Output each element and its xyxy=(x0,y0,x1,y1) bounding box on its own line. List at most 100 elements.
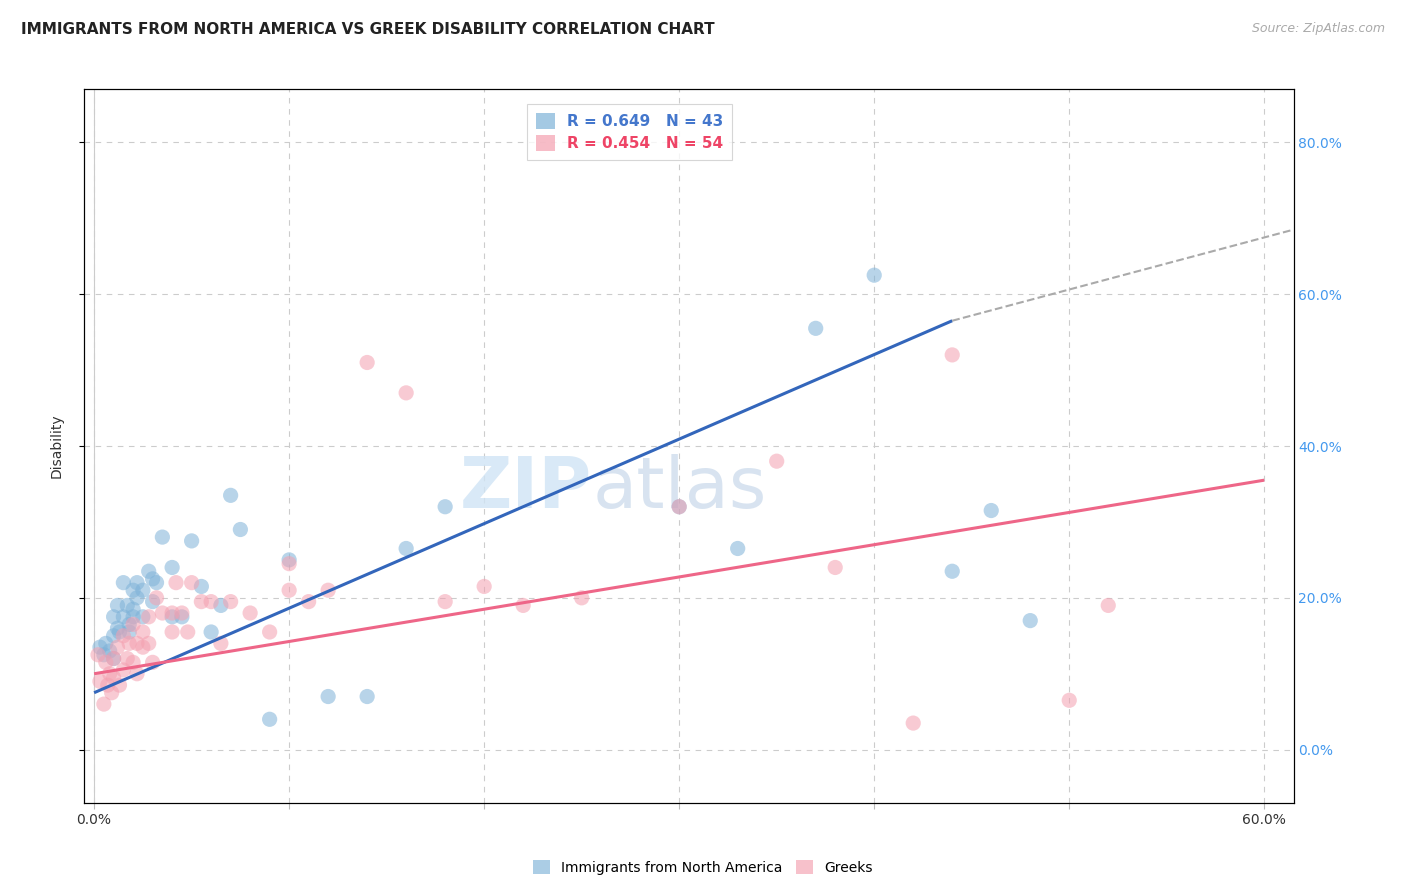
Point xyxy=(118,625,141,640)
Point xyxy=(727,541,749,556)
Point xyxy=(395,541,418,556)
Point xyxy=(122,609,145,624)
Point xyxy=(103,609,125,624)
Point xyxy=(980,503,1002,517)
Point xyxy=(200,625,222,640)
Point xyxy=(145,591,167,605)
Point xyxy=(122,583,145,598)
Point xyxy=(209,636,232,650)
Point xyxy=(89,640,111,655)
Point xyxy=(209,599,232,613)
Point xyxy=(941,564,963,578)
Point xyxy=(571,591,593,605)
Point xyxy=(107,640,129,655)
Point xyxy=(122,656,145,670)
Point xyxy=(170,609,193,624)
Point xyxy=(103,671,125,685)
Point xyxy=(1019,614,1042,628)
Point xyxy=(434,594,457,608)
Point xyxy=(103,651,125,665)
Point xyxy=(132,640,155,655)
Point xyxy=(93,697,115,711)
Point xyxy=(112,663,135,677)
Point xyxy=(125,666,148,681)
Point xyxy=(132,609,155,624)
Point xyxy=(434,500,457,514)
Point xyxy=(190,594,212,608)
Point xyxy=(87,648,110,662)
Point xyxy=(356,355,378,369)
Point xyxy=(668,500,690,514)
Point xyxy=(107,621,129,635)
Point xyxy=(229,523,252,537)
Point xyxy=(863,268,886,283)
Point xyxy=(125,591,148,605)
Point xyxy=(472,579,495,593)
Point xyxy=(138,609,160,624)
Point xyxy=(278,583,301,598)
Point xyxy=(112,575,135,590)
Point xyxy=(118,636,141,650)
Point xyxy=(117,651,139,665)
Point xyxy=(356,690,378,704)
Point xyxy=(125,636,148,650)
Text: ZIP: ZIP xyxy=(460,454,592,524)
Point xyxy=(180,575,202,590)
Point xyxy=(170,606,193,620)
Text: Source: ZipAtlas.com: Source: ZipAtlas.com xyxy=(1251,22,1385,36)
Point xyxy=(941,348,963,362)
Point xyxy=(112,609,135,624)
Point xyxy=(160,560,183,574)
Point xyxy=(824,560,846,574)
Point xyxy=(395,385,418,400)
Point xyxy=(190,579,212,593)
Point xyxy=(219,594,242,608)
Point xyxy=(117,599,139,613)
Point xyxy=(108,678,131,692)
Point xyxy=(97,678,120,692)
Point xyxy=(165,575,187,590)
Point xyxy=(89,674,111,689)
Y-axis label: Disability: Disability xyxy=(49,414,63,478)
Point xyxy=(132,583,155,598)
Point xyxy=(142,594,165,608)
Point xyxy=(103,651,125,665)
Point xyxy=(180,533,202,548)
Point xyxy=(160,625,183,640)
Point xyxy=(98,644,121,658)
Point xyxy=(142,572,165,586)
Point xyxy=(177,625,200,640)
Point xyxy=(239,606,262,620)
Point xyxy=(103,629,125,643)
Point xyxy=(219,488,242,502)
Point xyxy=(142,656,165,670)
Point xyxy=(160,609,183,624)
Point xyxy=(1057,693,1080,707)
Point xyxy=(316,583,339,598)
Legend: Immigrants from North America, Greeks: Immigrants from North America, Greeks xyxy=(527,855,879,880)
Point xyxy=(122,602,145,616)
Point xyxy=(100,686,122,700)
Text: atlas: atlas xyxy=(592,454,766,524)
Point xyxy=(125,575,148,590)
Point xyxy=(107,599,129,613)
Point xyxy=(1097,599,1119,613)
Text: IMMIGRANTS FROM NORTH AMERICA VS GREEK DISABILITY CORRELATION CHART: IMMIGRANTS FROM NORTH AMERICA VS GREEK D… xyxy=(21,22,714,37)
Point xyxy=(118,617,141,632)
Point xyxy=(160,606,183,620)
Point xyxy=(138,564,160,578)
Point xyxy=(94,656,117,670)
Point xyxy=(108,625,131,640)
Point xyxy=(259,625,281,640)
Point xyxy=(278,553,301,567)
Point xyxy=(138,636,160,650)
Point xyxy=(150,606,173,620)
Point xyxy=(316,690,339,704)
Point xyxy=(200,594,222,608)
Point xyxy=(150,530,173,544)
Point xyxy=(259,712,281,726)
Point xyxy=(804,321,827,335)
Point xyxy=(122,617,145,632)
Point xyxy=(765,454,787,468)
Point xyxy=(903,716,925,731)
